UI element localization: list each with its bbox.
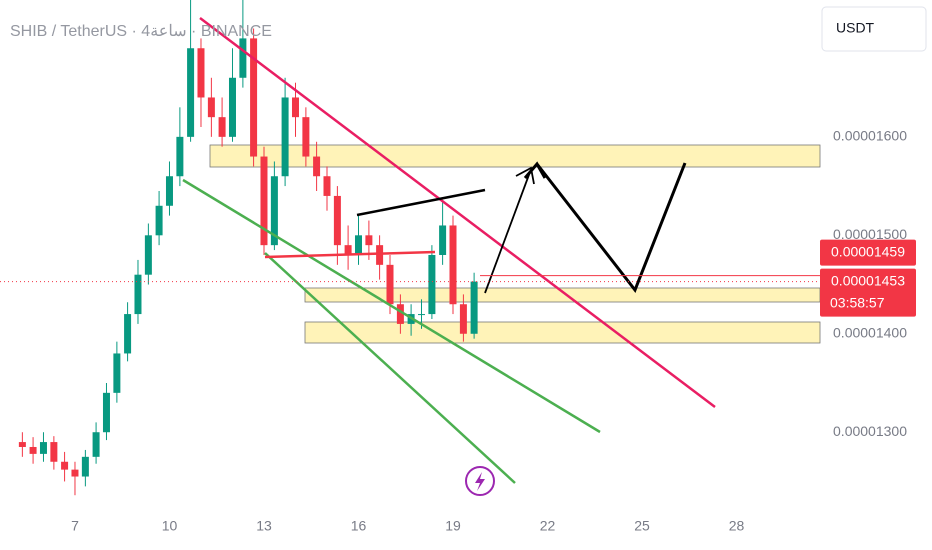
last-price-label: 0.00001453 xyxy=(831,272,905,288)
candle-body xyxy=(197,48,205,98)
candle-body xyxy=(459,304,467,334)
candle-body xyxy=(144,235,152,275)
candle-body xyxy=(470,281,478,334)
candle-body xyxy=(250,38,258,157)
chart-title: SHIB / TetherUS · 4ساعة · BINANCE xyxy=(10,23,272,40)
candle-body xyxy=(165,176,173,206)
candle-body xyxy=(239,38,247,78)
candle-body xyxy=(18,442,26,447)
candle-body xyxy=(281,97,289,177)
x-tick-label: 16 xyxy=(351,518,367,534)
candles xyxy=(18,0,478,496)
candle-body xyxy=(270,176,278,246)
candle-body xyxy=(354,235,362,255)
y-tick-label: 0.00001300 xyxy=(833,423,907,439)
candle-body xyxy=(386,264,394,305)
trend-line xyxy=(264,252,516,484)
trend-line xyxy=(199,17,716,408)
trend-line xyxy=(264,250,436,259)
candle-body xyxy=(134,274,142,315)
candle-body xyxy=(376,245,384,265)
candle-body xyxy=(39,442,47,454)
candle-body xyxy=(71,469,79,477)
countdown-label: 03:58:57 xyxy=(830,294,885,310)
x-tick-label: 10 xyxy=(162,518,178,534)
x-tick-label: 28 xyxy=(729,518,745,534)
candle-body xyxy=(81,456,89,477)
x-tick-label: 7 xyxy=(71,518,79,534)
drawings xyxy=(209,144,821,344)
candle-body xyxy=(61,461,69,470)
candle-body xyxy=(365,235,373,246)
trend-lines xyxy=(182,17,716,496)
candle-body xyxy=(92,432,100,457)
candle-body xyxy=(313,156,321,177)
x-tick-label: 13 xyxy=(256,518,272,534)
y-tick-label: 0.00001400 xyxy=(833,324,907,340)
arrow xyxy=(484,171,531,294)
candle-body xyxy=(439,225,447,255)
alert-price-box xyxy=(820,239,916,266)
trend-line xyxy=(182,178,601,434)
candle-body xyxy=(102,392,110,433)
candle-body xyxy=(323,176,331,196)
candle-body xyxy=(124,314,132,354)
candle-body xyxy=(449,225,457,305)
candle-body xyxy=(29,446,37,454)
candle-body xyxy=(155,205,163,236)
x-tick-label: 22 xyxy=(540,518,556,534)
lightning-bolt xyxy=(475,472,485,491)
candle-body xyxy=(396,304,404,324)
last-price-box xyxy=(820,268,916,317)
candle-body xyxy=(187,48,195,137)
currency-box[interactable] xyxy=(821,6,927,52)
x-tick-label: 19 xyxy=(445,518,461,534)
candle-body xyxy=(260,156,268,246)
candle-body xyxy=(333,195,341,246)
candle-body xyxy=(228,77,236,137)
projection-path xyxy=(523,161,687,293)
candle-body xyxy=(291,97,299,118)
alert-price-label: 0.00001459 xyxy=(831,243,905,259)
candle-body xyxy=(417,314,425,316)
candle-body xyxy=(344,245,352,255)
candle-body xyxy=(207,97,215,118)
candle-body xyxy=(302,117,310,157)
candle-body xyxy=(428,255,436,315)
x-tick-label: 25 xyxy=(634,518,650,534)
arrow-head xyxy=(515,166,535,185)
candle-body xyxy=(176,136,184,177)
resistance-zone xyxy=(209,144,821,168)
y-tick-label: 0.00001600 xyxy=(833,128,907,144)
candle-body xyxy=(113,353,121,393)
currency-label: USDT xyxy=(836,20,875,36)
y-tick-label: 0.00001500 xyxy=(833,226,907,242)
candle-body xyxy=(50,442,58,462)
candle-body xyxy=(218,117,226,137)
trend-line xyxy=(356,188,486,217)
support-zone xyxy=(304,321,821,344)
